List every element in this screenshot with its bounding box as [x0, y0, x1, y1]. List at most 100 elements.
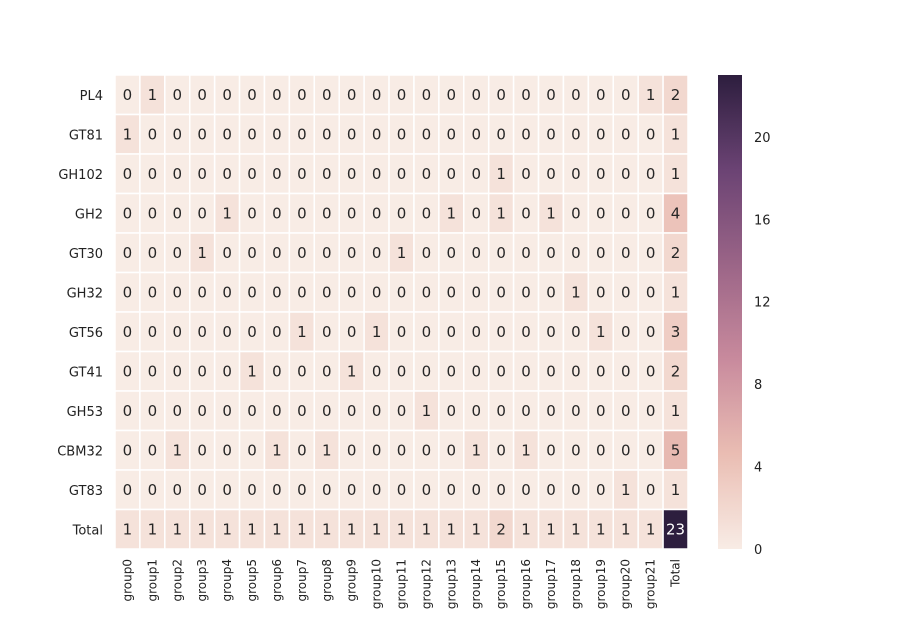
heatmap-cell — [413, 192, 440, 234]
column-label: group15 — [494, 559, 508, 609]
cell-value-label: 1 — [397, 520, 407, 538]
heatmap-cell — [188, 192, 216, 234]
cell-value-label: 0 — [222, 441, 232, 459]
cell-value-label: 0 — [397, 362, 407, 380]
colorbar-gradient — [718, 75, 742, 549]
row-label: GT30 — [69, 247, 103, 262]
cell-value-label: 0 — [596, 402, 606, 420]
cell-value-label: 0 — [123, 244, 133, 262]
cell-value-label: 1 — [123, 520, 133, 538]
cell-value-label: 1 — [347, 520, 357, 538]
cell-value-label: 0 — [546, 481, 556, 499]
cell-value-label: 0 — [123, 283, 133, 301]
cell-value-label: 0 — [123, 204, 133, 222]
cell-value-label: 0 — [447, 441, 457, 459]
heatmap-cell — [587, 350, 615, 392]
heatmap-cell — [562, 192, 590, 234]
cell-value-label: 1 — [422, 402, 432, 420]
cell-value-label: 0 — [646, 402, 656, 420]
cell-value-label: 0 — [222, 283, 232, 301]
cell-value-label: 0 — [347, 402, 357, 420]
column-label: group2 — [170, 559, 184, 602]
heatmap-cell — [338, 74, 365, 116]
cell-value-label: 0 — [297, 125, 307, 143]
cell-value-label: 0 — [422, 481, 432, 499]
cell-value-label: 0 — [297, 362, 307, 380]
cell-value-label: 0 — [148, 481, 158, 499]
heatmap-cell-labels: 0 1 0 0 0 0 0 0 0 0 0 0 0 0 0 0 0 0 0 0 0 1 2 1 0 0 0 0 0 0 0 0 0 0 0 0 0 0 0 0… — [123, 86, 685, 539]
cell-value-label: 0 — [496, 481, 506, 499]
heatmap-cell — [537, 508, 565, 550]
cell-value-label: 1 — [272, 520, 282, 538]
cell-value-label: 0 — [447, 283, 457, 301]
heatmap-cell — [662, 74, 689, 116]
cell-value-label: 0 — [297, 441, 307, 459]
cell-value-label: 0 — [372, 125, 382, 143]
heatmap-cell — [637, 192, 664, 234]
cell-value-label: 5 — [671, 441, 681, 459]
cell-value-label: 0 — [546, 323, 556, 341]
cell-value-label: 2 — [671, 362, 681, 380]
heatmap-cell — [313, 469, 340, 511]
cell-value-label: 0 — [347, 323, 357, 341]
colorbar-tick-label: 12 — [754, 296, 771, 311]
heatmap-cell — [587, 153, 615, 195]
cell-value-label: 0 — [496, 402, 506, 420]
cell-value-label: 0 — [272, 86, 282, 104]
cell-value-label: 0 — [422, 86, 432, 104]
cell-value-label: 0 — [596, 204, 606, 222]
cell-value-label: 0 — [297, 402, 307, 420]
cell-value-label: 0 — [148, 165, 158, 183]
row-label: GH102 — [58, 168, 103, 183]
cell-value-label: 0 — [571, 204, 581, 222]
row-label: CBM32 — [57, 444, 103, 459]
cell-value-label: 0 — [247, 86, 257, 104]
heatmap-cell — [313, 153, 340, 195]
heatmap-cell — [288, 508, 316, 550]
column-label: group7 — [295, 559, 309, 602]
heatmap-cell — [413, 113, 440, 155]
cell-value-label: 0 — [123, 402, 133, 420]
colorbar: 0 4 8 12 16 20 — [718, 75, 771, 558]
column-label: group12 — [419, 559, 433, 609]
colorbar-tick-label: 4 — [754, 461, 762, 476]
heatmap-cell — [587, 74, 615, 116]
cell-value-label: 1 — [247, 520, 257, 538]
column-label: group18 — [569, 559, 583, 609]
cell-value-label: 0 — [173, 165, 183, 183]
cell-value-label: 0 — [322, 86, 332, 104]
heatmap-cell — [512, 508, 540, 550]
cell-value-label: 0 — [471, 86, 481, 104]
cell-value-label: 0 — [322, 244, 332, 262]
heatmap-cell — [413, 508, 440, 550]
cell-value-label: 0 — [397, 86, 407, 104]
heatmap-cell — [438, 508, 465, 550]
cell-value-label: 0 — [297, 204, 307, 222]
cell-value-label: 0 — [372, 441, 382, 459]
cell-value-label: 1 — [322, 520, 332, 538]
heatmap-cell — [463, 153, 490, 195]
heatmap-cell — [188, 113, 216, 155]
cell-value-label: 0 — [322, 481, 332, 499]
heatmap-cell — [288, 153, 316, 195]
cell-value-label: 0 — [621, 323, 631, 341]
cell-value-label: 0 — [173, 283, 183, 301]
cell-value-label: 0 — [247, 283, 257, 301]
cell-value-label: 0 — [621, 362, 631, 380]
cell-value-label: 0 — [422, 165, 432, 183]
column-label: group10 — [370, 559, 384, 609]
cell-value-label: 1 — [447, 520, 457, 538]
cell-value-label: 0 — [297, 86, 307, 104]
cell-value-label: 0 — [297, 481, 307, 499]
cell-value-label: 1 — [496, 165, 506, 183]
cell-value-label: 0 — [596, 244, 606, 262]
heatmap-cell — [388, 271, 415, 313]
cell-value-label: 0 — [372, 402, 382, 420]
heatmap-cell — [188, 232, 216, 274]
cell-value-label: 0 — [197, 323, 207, 341]
heatmap-cell — [363, 232, 390, 274]
cell-value-label: 0 — [546, 244, 556, 262]
cell-value-label: 0 — [372, 244, 382, 262]
cell-value-label: 0 — [222, 86, 232, 104]
